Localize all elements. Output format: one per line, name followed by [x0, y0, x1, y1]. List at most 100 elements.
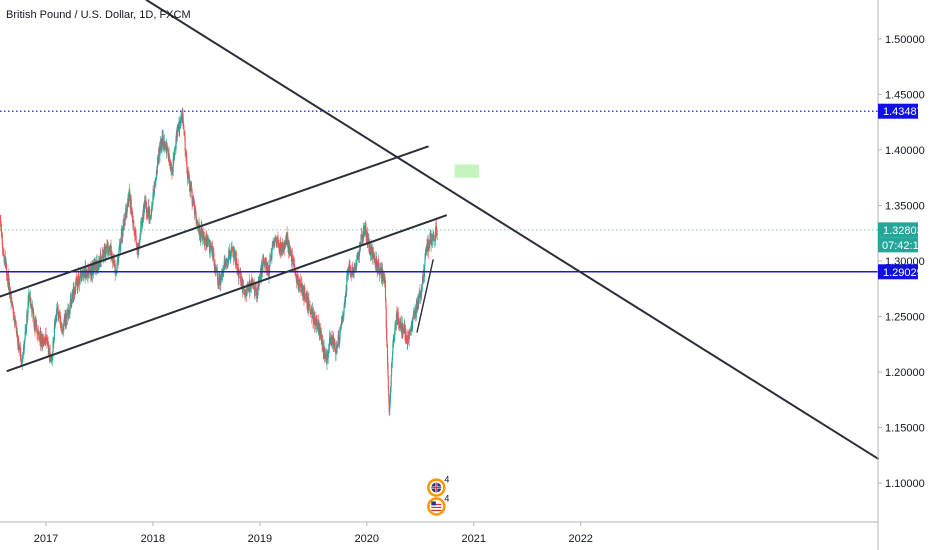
candle [175, 133, 177, 154]
candle [102, 247, 104, 259]
us-flag-event-icon[interactable]: 4 [427, 493, 449, 516]
candle [353, 272, 355, 279]
candle [408, 332, 410, 347]
candle [111, 250, 113, 261]
candle [278, 243, 280, 254]
candle [282, 244, 284, 255]
candle [335, 342, 337, 361]
candle [349, 260, 351, 273]
upper-channel-line[interactable] [0, 145, 429, 298]
candle [368, 238, 370, 255]
candle [166, 143, 169, 152]
candle [63, 319, 65, 337]
candle [324, 347, 326, 362]
candle [198, 222, 201, 241]
candle [76, 269, 78, 286]
candle [12, 301, 14, 310]
horizontal-levels [0, 110, 878, 273]
candle [179, 118, 181, 130]
event-markers: 44 [427, 475, 449, 516]
candle [140, 218, 143, 226]
candle [217, 278, 219, 289]
candle [0, 221, 2, 238]
candle [150, 201, 152, 220]
candle [178, 116, 180, 137]
candle [40, 327, 42, 351]
candle [232, 246, 234, 253]
candle [367, 231, 369, 249]
candle [426, 239, 428, 257]
candle [430, 239, 433, 247]
candle [69, 293, 71, 312]
candle [230, 250, 232, 261]
candle [122, 219, 124, 238]
candle [154, 178, 157, 186]
candle [407, 330, 410, 344]
candle [342, 310, 344, 325]
candle [1, 234, 4, 255]
candle [108, 245, 110, 256]
candle [269, 252, 271, 274]
candle [276, 244, 278, 248]
candle [387, 371, 389, 391]
candle [67, 303, 69, 315]
candle [199, 228, 201, 241]
candle [202, 229, 204, 246]
descending-line[interactable] [145, 0, 879, 460]
candle [339, 327, 341, 341]
uk-flag-event-icon[interactable]: 4 [427, 475, 449, 497]
candle [299, 273, 301, 286]
candle [71, 293, 73, 308]
candle [316, 314, 318, 330]
candle [145, 201, 148, 221]
candle [61, 322, 63, 334]
candle [354, 265, 356, 270]
candle [404, 320, 406, 333]
candle [184, 130, 186, 158]
candle [329, 332, 331, 342]
resistance-level-tag: 1.43487 [878, 103, 923, 119]
candle [383, 271, 385, 281]
candle [176, 123, 178, 142]
last-price-tag: 1.32803 [878, 222, 923, 238]
candle [330, 332, 332, 345]
candle [6, 261, 8, 281]
candle [117, 256, 119, 262]
candle [416, 300, 419, 314]
candle [156, 167, 158, 177]
candle [413, 307, 415, 320]
candle [151, 204, 153, 213]
candle [282, 242, 284, 252]
support-level-tag: 1.29029 [878, 264, 923, 280]
candle [372, 246, 375, 256]
candle [331, 335, 333, 347]
candle [420, 293, 422, 299]
y-tick-label: 1.45000 [885, 89, 925, 101]
candle [208, 238, 210, 244]
candle [6, 271, 9, 288]
recent-rise-line[interactable] [416, 259, 434, 333]
candle [212, 247, 214, 262]
candle [15, 315, 17, 328]
lower-channel-line[interactable] [6, 214, 447, 372]
highlight-zone [454, 164, 480, 178]
svg-text:1.43487: 1.43487 [883, 106, 923, 118]
candle [45, 334, 48, 344]
candle [427, 235, 429, 252]
candle [320, 327, 322, 345]
candle [164, 140, 166, 150]
candle [308, 292, 310, 312]
candle [55, 315, 57, 329]
chart-title: British Pound / U.S. Dollar, 1D, FXCM [6, 9, 191, 21]
svg-text:1.32803: 1.32803 [883, 225, 923, 237]
candle [231, 246, 233, 258]
candle [130, 194, 132, 215]
candle [337, 330, 339, 348]
candle [206, 232, 208, 251]
candle [434, 239, 436, 248]
candle [169, 156, 171, 170]
candle [363, 223, 366, 236]
